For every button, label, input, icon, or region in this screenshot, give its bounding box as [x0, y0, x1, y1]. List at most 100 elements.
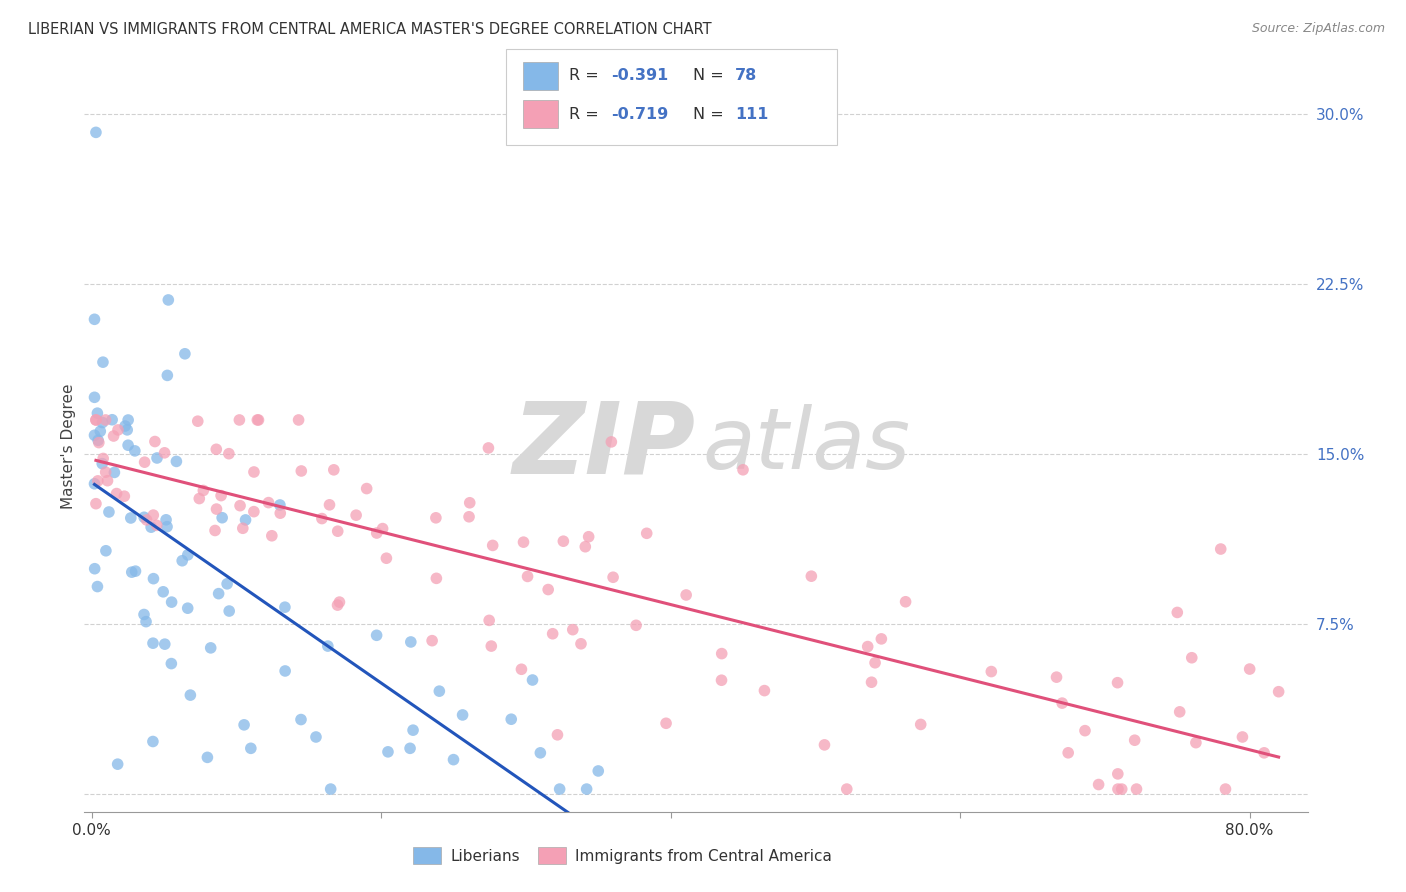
Y-axis label: Master's Degree: Master's Degree: [60, 384, 76, 508]
Point: [132, 607, 155, 622]
Point: [177, 601, 200, 615]
Point: [1166, 606, 1188, 620]
Point: [84, 413, 107, 427]
Point: [112, 489, 135, 503]
Point: [117, 438, 139, 452]
Point: [366, 628, 388, 642]
Point: [1050, 696, 1073, 710]
Point: [157, 293, 180, 307]
Point: [546, 728, 568, 742]
Point: [326, 524, 349, 539]
Point: [1168, 705, 1191, 719]
Point: [179, 688, 201, 702]
Text: N =: N =: [693, 69, 730, 83]
Point: [478, 613, 501, 627]
Point: [1253, 746, 1275, 760]
Point: [427, 684, 450, 698]
Point: [1087, 778, 1109, 792]
Point: [910, 717, 932, 731]
Point: [84, 125, 107, 139]
Point: [636, 526, 658, 541]
Point: [120, 511, 142, 525]
Point: [451, 708, 474, 723]
Point: [257, 495, 280, 509]
Point: [89, 424, 111, 438]
Point: [600, 434, 623, 449]
Point: [326, 598, 349, 612]
Point: [246, 413, 269, 427]
Point: [481, 538, 503, 552]
Point: [366, 526, 388, 541]
Point: [602, 570, 624, 584]
Point: [117, 413, 139, 427]
Point: [114, 419, 136, 434]
Point: [458, 496, 481, 510]
Point: [1045, 670, 1067, 684]
Point: [83, 312, 105, 326]
Point: [870, 632, 893, 646]
Point: [103, 466, 125, 480]
Point: [1267, 684, 1289, 698]
Text: ZIP: ZIP: [513, 398, 696, 494]
Point: [87, 434, 110, 448]
Point: [316, 639, 339, 653]
Point: [305, 730, 328, 744]
Point: [290, 713, 312, 727]
Point: [512, 535, 534, 549]
Point: [94, 543, 117, 558]
Point: [516, 569, 538, 583]
Text: 78: 78: [735, 69, 758, 83]
Point: [420, 633, 443, 648]
Point: [529, 746, 551, 760]
Text: LIBERIAN VS IMMIGRANTS FROM CENTRAL AMERICA MASTER'S DEGREE CORRELATION CHART: LIBERIAN VS IMMIGRANTS FROM CENTRAL AMER…: [28, 22, 711, 37]
Point: [235, 513, 257, 527]
Point: [1123, 733, 1146, 747]
Point: [160, 657, 183, 671]
Point: [86, 580, 108, 594]
Text: 111: 111: [735, 107, 769, 121]
Point: [228, 413, 250, 427]
Point: [207, 587, 229, 601]
Point: [188, 491, 211, 506]
Point: [710, 647, 733, 661]
Point: [479, 639, 502, 653]
Point: [402, 723, 425, 738]
Point: [477, 441, 499, 455]
Point: [193, 483, 215, 498]
Text: R =: R =: [569, 107, 605, 121]
Point: [1239, 662, 1261, 676]
Point: [172, 554, 194, 568]
Point: [91, 355, 114, 369]
Point: [87, 435, 110, 450]
Point: [103, 429, 125, 443]
Point: [177, 548, 200, 562]
Point: [142, 734, 165, 748]
Point: [731, 463, 754, 477]
Point: [425, 571, 447, 585]
Point: [153, 637, 176, 651]
Point: [165, 454, 187, 468]
Point: [371, 522, 394, 536]
Point: [813, 738, 835, 752]
Point: [143, 434, 166, 449]
Point: [229, 499, 252, 513]
Point: [156, 368, 179, 383]
Point: [675, 588, 697, 602]
Point: [217, 577, 239, 591]
Point: [1125, 782, 1147, 797]
Point: [83, 476, 105, 491]
Point: [205, 502, 228, 516]
Point: [553, 534, 575, 549]
Point: [239, 741, 262, 756]
Point: [124, 443, 146, 458]
Point: [233, 718, 256, 732]
Point: [1107, 675, 1129, 690]
Point: [153, 446, 176, 460]
Point: [87, 474, 110, 488]
Point: [569, 637, 592, 651]
Point: [1232, 730, 1254, 744]
Point: [856, 640, 879, 654]
Point: [1107, 782, 1129, 797]
Point: [218, 604, 240, 618]
Point: [578, 530, 600, 544]
